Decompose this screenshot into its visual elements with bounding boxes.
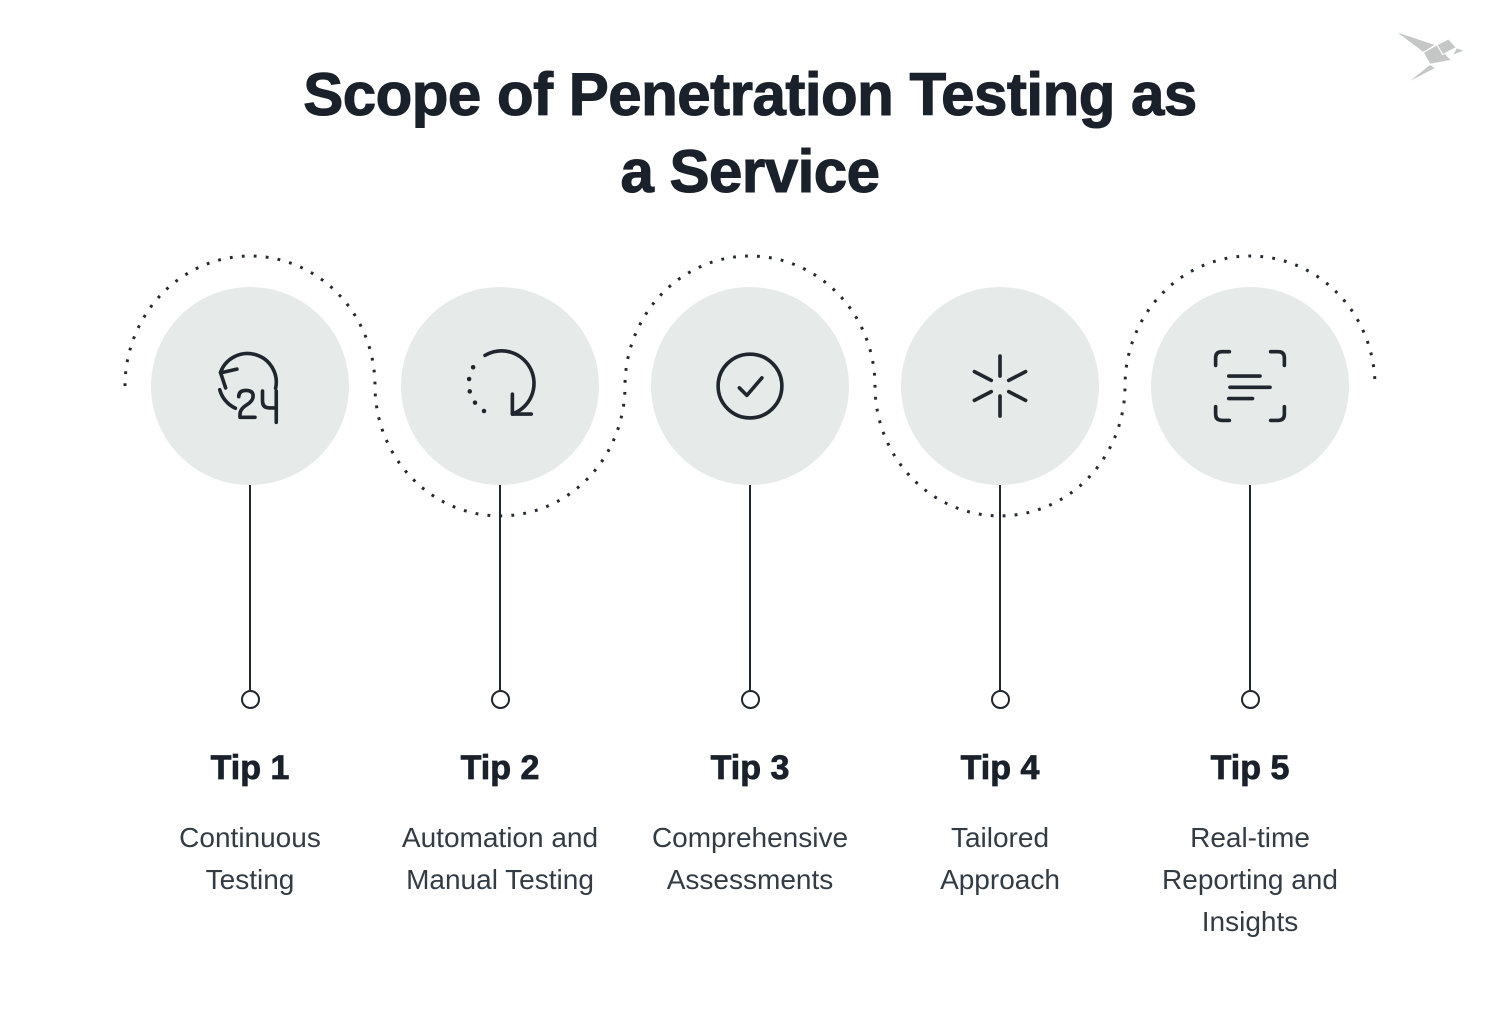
- tip-2-circle: [401, 287, 599, 485]
- tip-column-1: Tip 1 Continuous Testing: [125, 287, 375, 901]
- tip-3-description: Comprehensive Assessments: [651, 822, 849, 895]
- tip-3-label: Tip 3: [710, 749, 790, 788]
- tip-4-label: Tip 4: [960, 749, 1040, 788]
- tip-1-circle: [151, 287, 349, 485]
- connector-endpoint-dot: [990, 690, 1010, 709]
- connector-stem: [249, 485, 251, 690]
- burst-asterisk-icon: [972, 354, 1028, 418]
- page-title: Scope of Penetration Testing as a Servic…: [0, 56, 1500, 210]
- tip-4-description: Tailored Approach: [940, 822, 1060, 895]
- tip-5-label: Tip 5: [1210, 749, 1290, 788]
- origami-bird-icon: [1394, 30, 1466, 85]
- tip-5-description: Real-time Reporting and Insights: [1162, 822, 1338, 937]
- rotate-clockwise-arrow-icon: [466, 349, 536, 416]
- scan-report-icon: [1213, 349, 1287, 423]
- 24-hours-refresh-icon: [217, 351, 279, 425]
- tip-1-description: Continuous Testing: [179, 822, 321, 895]
- tip-column-5: Tip 5 Real-time Reporting and Insights: [1125, 287, 1375, 943]
- connector-stem: [749, 485, 751, 690]
- tip-column-4: Tip 4 Tailored Approach: [875, 287, 1125, 901]
- tip-column-3: Tip 3 Comprehensive Assessments: [625, 287, 875, 901]
- tip-column-2: Tip 2 Automation and Manual Testing: [375, 287, 625, 901]
- connector-endpoint-dot: [490, 690, 510, 709]
- connector-endpoint-dot: [1240, 690, 1260, 709]
- check-circle-icon: [716, 352, 784, 420]
- connector-stem: [999, 485, 1001, 690]
- page-title-line-2: a Service: [620, 137, 881, 205]
- origami-bird-logo: [1386, 18, 1474, 92]
- tip-2-label: Tip 2: [460, 749, 540, 788]
- connector-stem: [499, 485, 501, 690]
- connector-endpoint-dot: [740, 690, 760, 709]
- tip-1-label: Tip 1: [210, 749, 290, 788]
- page-title-line-1: Scope of Penetration Testing as: [303, 60, 1198, 128]
- tip-3-circle: [651, 287, 849, 485]
- tip-5-circle: [1151, 287, 1349, 485]
- connector-stem: [1249, 485, 1251, 690]
- tip-2-description: Automation and Manual Testing: [401, 822, 599, 895]
- connector-endpoint-dot: [240, 690, 260, 709]
- tip-4-circle: [901, 287, 1099, 485]
